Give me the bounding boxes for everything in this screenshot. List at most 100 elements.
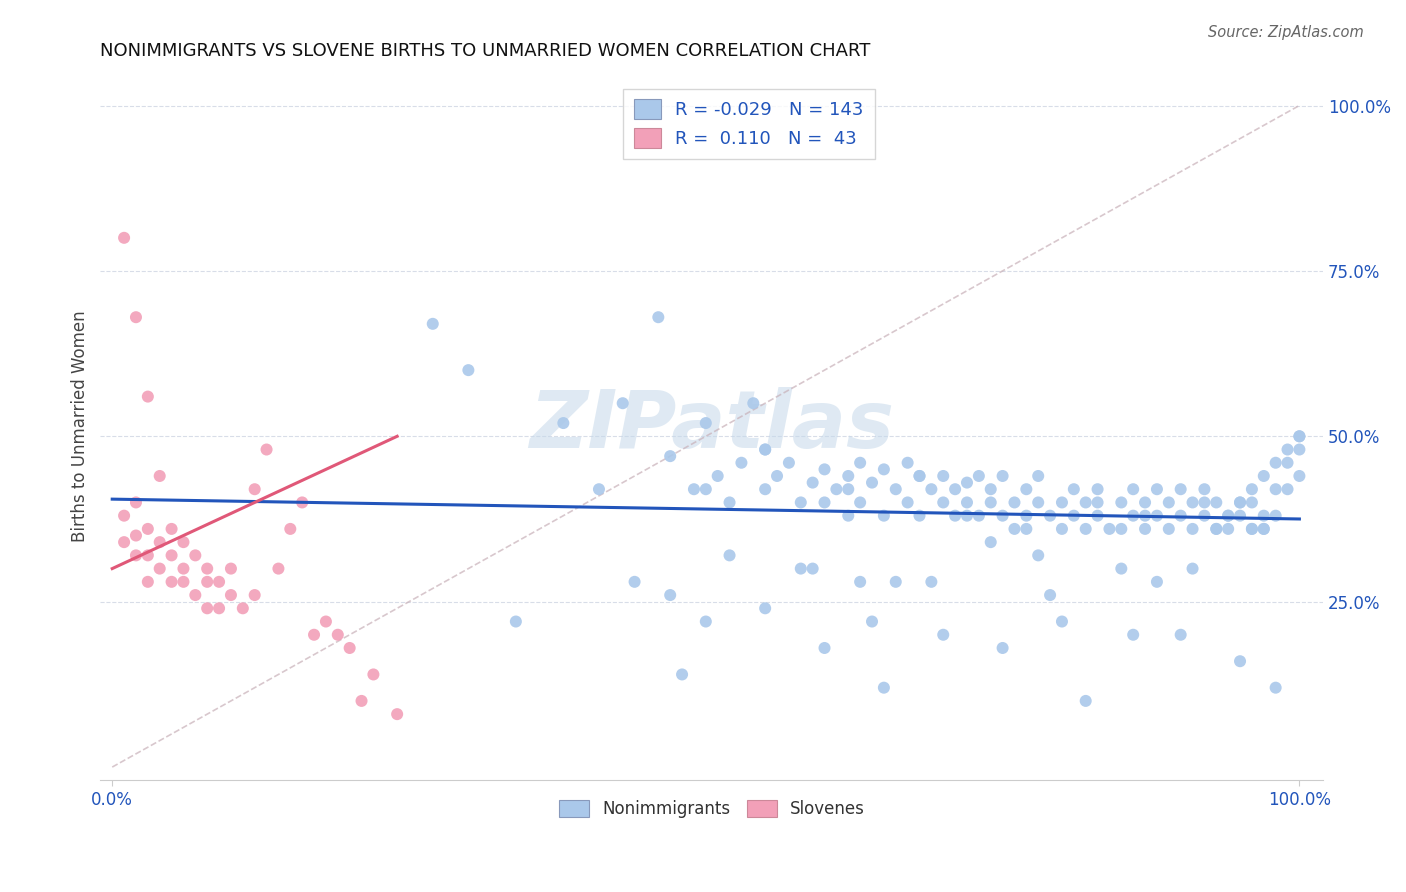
- Point: [956, 508, 979, 523]
- Point: [243, 482, 266, 496]
- Point: [112, 508, 135, 523]
- Point: [813, 640, 835, 655]
- Point: [849, 495, 872, 509]
- Point: [943, 508, 966, 523]
- Point: [932, 628, 955, 642]
- Point: [790, 495, 813, 509]
- Point: [136, 549, 159, 563]
- Point: [801, 475, 824, 490]
- Point: [1133, 508, 1156, 523]
- Point: [172, 535, 194, 549]
- Point: [1288, 429, 1310, 443]
- Point: [1253, 508, 1275, 523]
- Point: [813, 495, 835, 509]
- Point: [1122, 482, 1144, 496]
- Point: [695, 482, 717, 496]
- Point: [695, 416, 717, 430]
- Point: [125, 495, 148, 509]
- Point: [1264, 456, 1286, 470]
- Point: [932, 495, 955, 509]
- Point: [967, 469, 990, 483]
- Point: [695, 615, 717, 629]
- Text: Source: ZipAtlas.com: Source: ZipAtlas.com: [1208, 25, 1364, 40]
- Point: [112, 535, 135, 549]
- Point: [742, 396, 765, 410]
- Point: [315, 615, 337, 629]
- Point: [195, 601, 218, 615]
- Point: [991, 508, 1014, 523]
- Point: [1015, 522, 1038, 536]
- Point: [1181, 561, 1204, 575]
- Point: [1157, 522, 1180, 536]
- Point: [1122, 508, 1144, 523]
- Point: [980, 495, 1002, 509]
- Point: [718, 495, 741, 509]
- Point: [1229, 654, 1251, 668]
- Point: [457, 363, 479, 377]
- Point: [1111, 522, 1133, 536]
- Point: [1087, 482, 1109, 496]
- Point: [1026, 495, 1049, 509]
- Point: [1133, 495, 1156, 509]
- Point: [1264, 681, 1286, 695]
- Point: [860, 615, 883, 629]
- Point: [897, 495, 920, 509]
- Point: [1146, 508, 1168, 523]
- Point: [884, 482, 907, 496]
- Point: [671, 667, 693, 681]
- Point: [195, 574, 218, 589]
- Point: [849, 574, 872, 589]
- Point: [1015, 508, 1038, 523]
- Point: [1063, 508, 1085, 523]
- Y-axis label: Births to Unmarried Women: Births to Unmarried Women: [72, 310, 89, 542]
- Point: [1170, 482, 1192, 496]
- Point: [1050, 615, 1073, 629]
- Point: [790, 561, 813, 575]
- Point: [1170, 628, 1192, 642]
- Point: [1087, 495, 1109, 509]
- Point: [195, 561, 218, 575]
- Point: [766, 469, 789, 483]
- Point: [623, 574, 645, 589]
- Point: [908, 469, 931, 483]
- Point: [160, 549, 183, 563]
- Point: [754, 442, 776, 457]
- Point: [1264, 508, 1286, 523]
- Point: [1194, 495, 1216, 509]
- Point: [588, 482, 610, 496]
- Point: [136, 522, 159, 536]
- Point: [326, 628, 349, 642]
- Point: [980, 482, 1002, 496]
- Point: [1074, 694, 1097, 708]
- Point: [256, 442, 278, 457]
- Point: [1111, 495, 1133, 509]
- Point: [825, 482, 848, 496]
- Point: [505, 615, 527, 629]
- Point: [1098, 522, 1121, 536]
- Point: [718, 549, 741, 563]
- Point: [1087, 508, 1109, 523]
- Point: [920, 574, 942, 589]
- Point: [232, 601, 254, 615]
- Point: [873, 508, 896, 523]
- Point: [706, 469, 728, 483]
- Point: [219, 588, 242, 602]
- Point: [1074, 522, 1097, 536]
- Point: [1015, 482, 1038, 496]
- Point: [837, 469, 859, 483]
- Point: [920, 482, 942, 496]
- Point: [980, 535, 1002, 549]
- Point: [897, 456, 920, 470]
- Point: [813, 462, 835, 476]
- Point: [860, 475, 883, 490]
- Point: [837, 482, 859, 496]
- Point: [208, 601, 231, 615]
- Point: [659, 588, 682, 602]
- Point: [1253, 522, 1275, 536]
- Point: [1074, 495, 1097, 509]
- Point: [149, 561, 172, 575]
- Point: [683, 482, 706, 496]
- Point: [1146, 574, 1168, 589]
- Point: [932, 469, 955, 483]
- Point: [956, 495, 979, 509]
